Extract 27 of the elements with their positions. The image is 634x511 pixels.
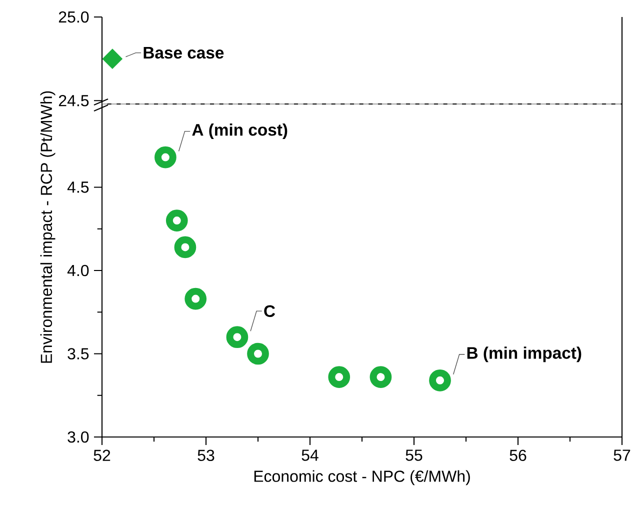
annotation: C — [264, 305, 276, 318]
y-tick-label: 4.0 — [67, 264, 89, 276]
annotation: A (min cost) — [192, 124, 288, 140]
y-tick-label: 3.5 — [68, 348, 89, 360]
annotation: B (min impact) — [467, 346, 582, 362]
point — [370, 366, 392, 388]
x-tick-label: 56 — [510, 450, 526, 462]
x-tick-label: 53 — [198, 450, 214, 462]
point — [328, 366, 350, 388]
point — [429, 369, 451, 392]
annotation: Base case — [144, 47, 224, 59]
x-axis-title: Economic cost - NPC (€/MWh) — [254, 470, 470, 486]
y-axis-title: Environmental impact - RCP (Pt/MWh) — [40, 91, 56, 363]
x-tick-label: 55 — [406, 450, 422, 461]
y-tick-label: 4.5 — [67, 182, 89, 193]
point — [226, 326, 248, 348]
point — [154, 146, 176, 168]
x-tick-label: 52 — [94, 450, 110, 462]
point — [247, 342, 269, 365]
y-tick-label: 24.5 — [58, 94, 89, 106]
point — [174, 236, 196, 258]
point — [166, 210, 188, 232]
y-tick-label: 25.0 — [58, 11, 89, 23]
x-tick-label: 54 — [302, 450, 318, 461]
point — [184, 288, 207, 310]
y-tick-label: 3.0 — [68, 431, 89, 443]
x-tick-label: 57 — [614, 450, 630, 461]
